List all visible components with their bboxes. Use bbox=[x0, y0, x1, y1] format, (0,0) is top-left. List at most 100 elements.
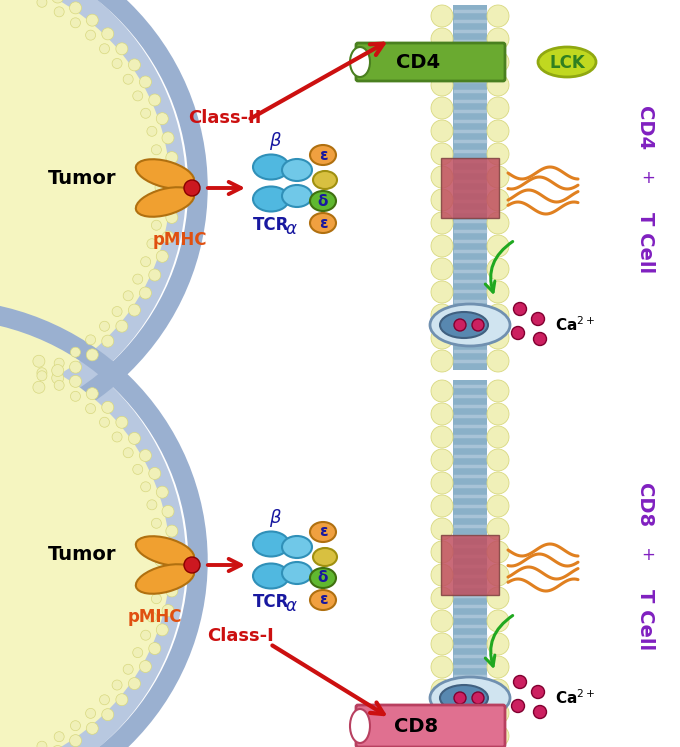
Ellipse shape bbox=[487, 426, 509, 448]
Ellipse shape bbox=[116, 320, 128, 332]
Ellipse shape bbox=[156, 113, 168, 125]
Text: ε: ε bbox=[319, 592, 327, 607]
Ellipse shape bbox=[487, 120, 509, 142]
Ellipse shape bbox=[487, 541, 509, 563]
Text: Class-I: Class-I bbox=[207, 627, 273, 645]
Ellipse shape bbox=[431, 380, 453, 402]
Ellipse shape bbox=[487, 679, 509, 701]
Ellipse shape bbox=[310, 568, 336, 588]
Ellipse shape bbox=[431, 51, 453, 73]
Ellipse shape bbox=[33, 356, 45, 368]
Ellipse shape bbox=[487, 350, 509, 372]
Ellipse shape bbox=[37, 368, 47, 378]
Ellipse shape bbox=[139, 660, 152, 672]
Ellipse shape bbox=[431, 143, 453, 165]
Ellipse shape bbox=[253, 532, 289, 557]
Ellipse shape bbox=[52, 0, 64, 3]
Ellipse shape bbox=[86, 722, 99, 734]
Ellipse shape bbox=[487, 403, 509, 425]
Ellipse shape bbox=[123, 291, 133, 301]
Ellipse shape bbox=[86, 14, 99, 26]
Ellipse shape bbox=[168, 172, 180, 184]
Ellipse shape bbox=[129, 59, 141, 71]
Ellipse shape bbox=[454, 692, 466, 704]
Ellipse shape bbox=[282, 185, 312, 207]
Ellipse shape bbox=[310, 590, 336, 610]
Ellipse shape bbox=[71, 18, 80, 28]
Ellipse shape bbox=[487, 28, 509, 50]
Ellipse shape bbox=[431, 120, 453, 142]
Ellipse shape bbox=[86, 403, 96, 414]
Ellipse shape bbox=[513, 303, 526, 315]
Text: TCR: TCR bbox=[253, 216, 289, 234]
Ellipse shape bbox=[431, 189, 453, 211]
Text: Tumor: Tumor bbox=[48, 169, 116, 187]
Text: pMHC: pMHC bbox=[128, 608, 182, 626]
Ellipse shape bbox=[69, 375, 82, 388]
Ellipse shape bbox=[54, 7, 64, 17]
Ellipse shape bbox=[112, 432, 122, 442]
Ellipse shape bbox=[487, 495, 509, 517]
Ellipse shape bbox=[162, 231, 174, 243]
Ellipse shape bbox=[430, 677, 510, 719]
Text: CD4: CD4 bbox=[396, 54, 440, 72]
Ellipse shape bbox=[431, 258, 453, 280]
Ellipse shape bbox=[168, 545, 180, 557]
Ellipse shape bbox=[147, 613, 157, 622]
Ellipse shape bbox=[136, 187, 194, 217]
Ellipse shape bbox=[431, 725, 453, 747]
Ellipse shape bbox=[487, 212, 509, 234]
Ellipse shape bbox=[37, 371, 47, 381]
Ellipse shape bbox=[147, 126, 157, 136]
Ellipse shape bbox=[139, 450, 152, 462]
Ellipse shape bbox=[350, 709, 370, 743]
Ellipse shape bbox=[123, 664, 133, 675]
Text: Ca$^{2+}$: Ca$^{2+}$ bbox=[555, 316, 595, 335]
Ellipse shape bbox=[52, 365, 64, 376]
Ellipse shape bbox=[86, 349, 99, 361]
Ellipse shape bbox=[152, 145, 161, 155]
Text: +: + bbox=[641, 546, 655, 564]
Ellipse shape bbox=[487, 166, 509, 188]
Ellipse shape bbox=[487, 610, 509, 632]
Ellipse shape bbox=[116, 694, 128, 706]
Ellipse shape bbox=[487, 380, 509, 402]
Ellipse shape bbox=[487, 564, 509, 586]
Ellipse shape bbox=[487, 258, 509, 280]
Ellipse shape bbox=[86, 708, 96, 719]
Ellipse shape bbox=[431, 518, 453, 540]
Ellipse shape bbox=[511, 699, 524, 713]
Ellipse shape bbox=[162, 604, 174, 616]
Ellipse shape bbox=[431, 327, 453, 349]
Ellipse shape bbox=[154, 202, 164, 211]
Ellipse shape bbox=[431, 587, 453, 609]
Ellipse shape bbox=[431, 28, 453, 50]
Ellipse shape bbox=[154, 537, 164, 547]
Ellipse shape bbox=[487, 97, 509, 119]
Ellipse shape bbox=[431, 426, 453, 448]
Ellipse shape bbox=[166, 585, 178, 597]
Ellipse shape bbox=[431, 449, 453, 471]
Ellipse shape bbox=[86, 30, 96, 40]
Ellipse shape bbox=[112, 680, 122, 690]
Text: CD8: CD8 bbox=[394, 718, 438, 737]
Ellipse shape bbox=[149, 468, 160, 480]
Ellipse shape bbox=[487, 656, 509, 678]
Ellipse shape bbox=[472, 692, 484, 704]
Ellipse shape bbox=[282, 159, 312, 181]
Text: α: α bbox=[286, 220, 296, 238]
Ellipse shape bbox=[431, 235, 453, 257]
Ellipse shape bbox=[69, 734, 82, 747]
Ellipse shape bbox=[152, 594, 161, 604]
Ellipse shape bbox=[168, 191, 180, 203]
Ellipse shape bbox=[86, 335, 96, 345]
Ellipse shape bbox=[431, 350, 453, 372]
Ellipse shape bbox=[430, 304, 510, 346]
Ellipse shape bbox=[112, 58, 122, 69]
Text: δ: δ bbox=[318, 571, 328, 586]
Ellipse shape bbox=[431, 74, 453, 96]
Text: +: + bbox=[641, 169, 655, 187]
Ellipse shape bbox=[139, 287, 152, 299]
Ellipse shape bbox=[253, 563, 289, 589]
Ellipse shape bbox=[282, 562, 312, 584]
